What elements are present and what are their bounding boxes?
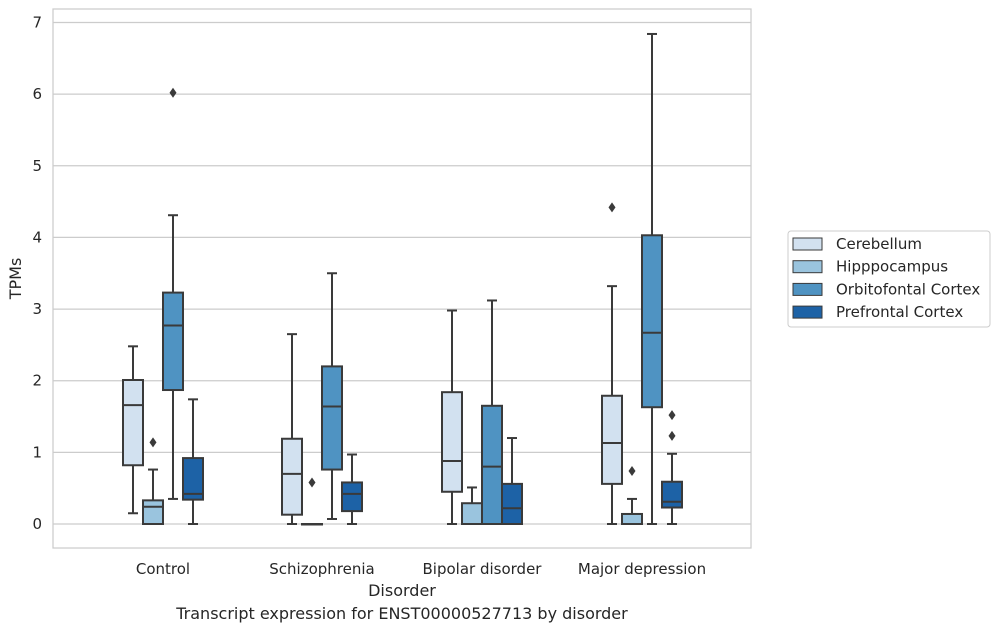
box-iqr	[281, 437, 303, 516]
box-iqr	[122, 378, 144, 467]
outlier-point	[628, 465, 636, 476]
box-iqr	[601, 394, 623, 485]
legend-swatch	[792, 237, 823, 251]
box-iqr	[501, 482, 523, 526]
legend-label: Orbitofontal Cortex	[836, 280, 980, 298]
outlier-point	[169, 87, 177, 98]
box-iqr	[321, 365, 343, 471]
box-prefrontal-cortex	[341, 453, 363, 525]
legend-swatch	[792, 282, 823, 296]
legend-swatch	[792, 305, 823, 319]
plot-frame	[52, 8, 752, 549]
box-iqr	[661, 480, 683, 509]
box-cerebellum	[122, 345, 144, 515]
outlier-point	[308, 477, 316, 488]
x-tick-label: Bipolar disorder	[423, 560, 543, 578]
x-tick-label: Major depression	[578, 560, 706, 578]
box-cerebellum	[601, 202, 623, 525]
legend-swatch	[792, 260, 823, 274]
x-tick-labels: Control Schizophrenia Bipolar disorder Majo…	[136, 560, 706, 578]
box-prefrontal-cortex	[661, 410, 683, 525]
box-hipppocampus	[621, 465, 643, 525]
box-iqr	[162, 291, 184, 392]
legend-label: Cerebellum	[836, 235, 922, 253]
y-axis-label: TPMs	[6, 258, 25, 301]
outlier-point	[668, 430, 676, 441]
y-tick-label: 5	[32, 157, 42, 175]
y-tick-label: 1	[32, 443, 42, 461]
box-hipppocampus	[142, 437, 164, 525]
y-tick-label: 3	[32, 300, 42, 318]
box-hipppocampus	[461, 486, 483, 525]
box-iqr	[441, 391, 463, 493]
box-iqr	[341, 481, 363, 513]
outlier-point	[668, 410, 676, 421]
y-tick-labels: 0 1 2 3 4 5 6 7	[32, 14, 42, 534]
legend-label: Hipppocampus	[836, 258, 948, 276]
box-orbitofontal-cortex	[481, 299, 503, 525]
y-tick-label: 6	[32, 85, 42, 103]
x-tick-label: Control	[136, 560, 190, 578]
legend-frame	[787, 230, 991, 328]
x-tick-label: Schizophrenia	[269, 560, 374, 578]
box-iqr	[641, 234, 663, 409]
box-iqr	[481, 404, 503, 525]
box-orbitofontal-cortex	[162, 87, 184, 500]
outlier-point	[608, 202, 616, 213]
legend: Cerebellum Hipppocampus Orbitofontal Corte…	[787, 230, 991, 328]
box-iqr	[461, 502, 483, 525]
outlier-point	[149, 437, 157, 448]
box-cerebellum	[281, 333, 303, 525]
box-series	[122, 32, 683, 526]
box-hipppocampus	[301, 477, 323, 526]
box-iqr	[621, 512, 643, 525]
box-cerebellum	[441, 309, 463, 525]
y-tick-label: 2	[32, 372, 42, 390]
box-iqr	[142, 499, 164, 525]
box-prefrontal-cortex	[501, 437, 523, 526]
box-orbitofontal-cortex	[321, 272, 343, 520]
chart-caption: Transcript expression for ENST0000052771…	[176, 604, 628, 623]
y-tick-label: 7	[32, 14, 42, 32]
box-iqr	[182, 457, 204, 501]
y-tick-label: 4	[32, 228, 42, 246]
box-orbitofontal-cortex	[641, 32, 663, 525]
y-tick-label: 0	[32, 515, 42, 533]
x-axis-label: Disorder	[368, 581, 436, 600]
box-prefrontal-cortex	[182, 398, 204, 525]
legend-label: Prefrontal Cortex	[836, 303, 963, 321]
